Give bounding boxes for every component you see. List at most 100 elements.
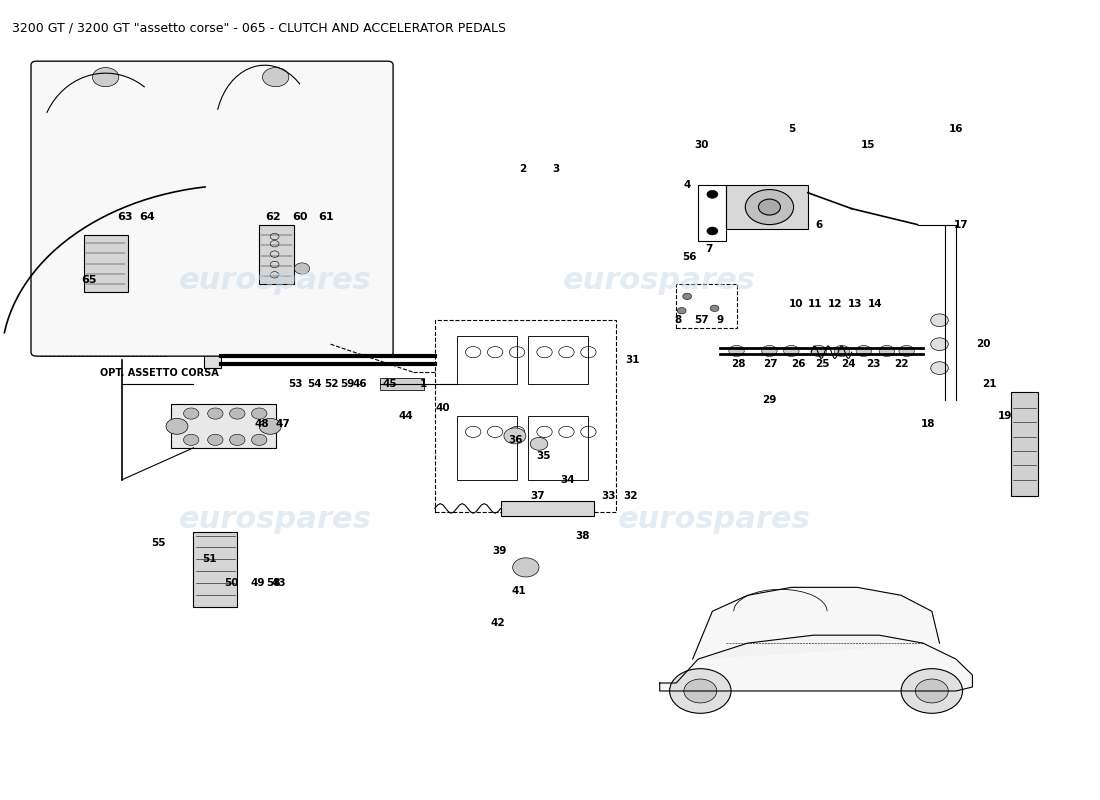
Circle shape bbox=[811, 346, 826, 357]
Text: 26: 26 bbox=[791, 359, 805, 369]
Text: 41: 41 bbox=[512, 586, 527, 596]
Text: 64: 64 bbox=[140, 212, 155, 222]
Text: 31: 31 bbox=[625, 355, 639, 365]
Circle shape bbox=[670, 669, 732, 714]
Text: 50: 50 bbox=[224, 578, 239, 588]
Circle shape bbox=[707, 190, 718, 198]
Text: 7: 7 bbox=[705, 243, 713, 254]
Circle shape bbox=[684, 679, 717, 703]
Bar bbox=[172, 404, 276, 448]
Text: 22: 22 bbox=[894, 359, 909, 369]
Circle shape bbox=[92, 67, 119, 86]
Text: 1: 1 bbox=[420, 379, 428, 389]
Circle shape bbox=[915, 679, 948, 703]
Text: 3: 3 bbox=[552, 164, 559, 174]
Text: 29: 29 bbox=[762, 395, 777, 405]
Bar bbox=[456, 416, 517, 480]
Circle shape bbox=[899, 346, 914, 357]
Text: 24: 24 bbox=[842, 359, 856, 369]
Text: 3200 GT / 3200 GT "assetto corse" - 065 - CLUTCH AND ACCELERATOR PEDALS: 3200 GT / 3200 GT "assetto corse" - 065 … bbox=[12, 22, 506, 34]
Text: 59: 59 bbox=[340, 379, 354, 389]
Circle shape bbox=[901, 669, 962, 714]
Circle shape bbox=[879, 346, 894, 357]
Text: 15: 15 bbox=[861, 140, 876, 150]
Text: 39: 39 bbox=[493, 546, 507, 557]
Text: 12: 12 bbox=[828, 299, 843, 310]
Circle shape bbox=[711, 305, 719, 311]
Text: 27: 27 bbox=[763, 359, 778, 369]
Circle shape bbox=[683, 293, 692, 299]
Text: 36: 36 bbox=[508, 435, 524, 445]
Polygon shape bbox=[660, 635, 972, 691]
Circle shape bbox=[260, 418, 282, 434]
Text: 21: 21 bbox=[981, 379, 997, 389]
Text: 13: 13 bbox=[848, 299, 862, 310]
Text: 19: 19 bbox=[998, 411, 1012, 421]
Circle shape bbox=[208, 408, 223, 419]
Text: 9: 9 bbox=[716, 315, 724, 326]
Bar bbox=[456, 336, 517, 384]
Text: 2: 2 bbox=[519, 164, 526, 174]
Circle shape bbox=[230, 408, 245, 419]
Circle shape bbox=[166, 418, 188, 434]
Circle shape bbox=[729, 346, 745, 357]
Text: 35: 35 bbox=[536, 451, 551, 461]
Text: 43: 43 bbox=[272, 578, 286, 588]
Text: 42: 42 bbox=[490, 618, 505, 628]
Circle shape bbox=[504, 428, 526, 444]
Text: 20: 20 bbox=[976, 339, 991, 349]
Circle shape bbox=[931, 338, 948, 350]
Text: 55: 55 bbox=[151, 538, 165, 549]
Text: 5: 5 bbox=[788, 124, 795, 134]
Circle shape bbox=[762, 346, 777, 357]
Text: 38: 38 bbox=[575, 530, 591, 541]
Circle shape bbox=[513, 558, 539, 577]
Text: 33: 33 bbox=[601, 490, 615, 501]
Bar bbox=[1011, 392, 1038, 496]
Text: 63: 63 bbox=[118, 212, 133, 222]
Text: 8: 8 bbox=[674, 315, 682, 326]
Bar bbox=[528, 416, 588, 480]
Circle shape bbox=[931, 362, 948, 374]
Circle shape bbox=[252, 408, 267, 419]
Text: 65: 65 bbox=[81, 275, 97, 286]
Circle shape bbox=[184, 408, 199, 419]
Bar bbox=[676, 285, 737, 328]
Text: OPT. ASSETTO CORSA: OPT. ASSETTO CORSA bbox=[100, 368, 219, 378]
Text: 4: 4 bbox=[683, 180, 691, 190]
Text: 16: 16 bbox=[948, 124, 964, 134]
Text: 46: 46 bbox=[353, 379, 367, 389]
Circle shape bbox=[931, 314, 948, 326]
Circle shape bbox=[263, 67, 289, 86]
Bar bbox=[500, 502, 594, 515]
Bar bbox=[726, 185, 807, 229]
Circle shape bbox=[678, 307, 686, 314]
Text: 60: 60 bbox=[293, 212, 308, 222]
Bar bbox=[434, 320, 616, 512]
Circle shape bbox=[856, 346, 871, 357]
Circle shape bbox=[230, 434, 245, 446]
Bar bbox=[205, 352, 221, 368]
Bar bbox=[698, 185, 726, 241]
Circle shape bbox=[746, 190, 793, 225]
Text: 34: 34 bbox=[560, 474, 575, 485]
Polygon shape bbox=[693, 587, 939, 659]
Bar bbox=[379, 378, 424, 390]
Text: 61: 61 bbox=[318, 212, 334, 222]
Text: 23: 23 bbox=[867, 359, 881, 369]
Circle shape bbox=[707, 227, 718, 235]
Text: 11: 11 bbox=[808, 299, 823, 310]
Circle shape bbox=[759, 199, 780, 215]
Circle shape bbox=[834, 346, 849, 357]
Circle shape bbox=[208, 434, 223, 446]
Bar bbox=[528, 336, 588, 384]
Text: eurospares: eurospares bbox=[563, 266, 756, 295]
Text: 53: 53 bbox=[288, 379, 302, 389]
Text: 18: 18 bbox=[922, 419, 936, 429]
Text: 30: 30 bbox=[694, 140, 708, 150]
Text: 40: 40 bbox=[436, 403, 450, 413]
Text: eurospares: eurospares bbox=[618, 505, 811, 534]
Text: 47: 47 bbox=[276, 419, 290, 429]
Text: 28: 28 bbox=[732, 359, 746, 369]
Text: 6: 6 bbox=[815, 220, 823, 230]
